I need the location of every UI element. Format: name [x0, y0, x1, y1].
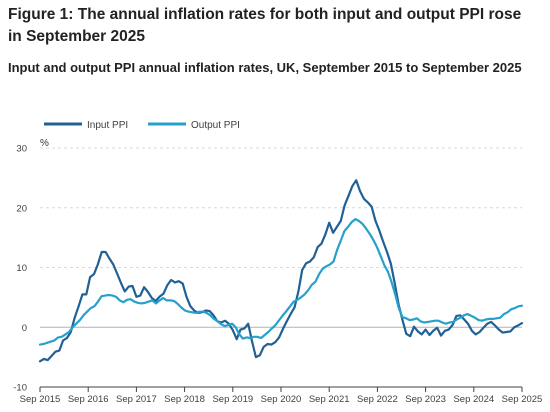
x-tick-label: Sep 2017	[116, 394, 157, 405]
y-tick-label: 0	[22, 323, 27, 334]
y-tick-label: 10	[16, 263, 27, 274]
series-line-input-ppi	[38, 179, 524, 363]
series-line-output-ppi	[38, 218, 524, 346]
x-tick-label: Sep 2025	[502, 394, 543, 405]
legend-label: Output PPI	[191, 120, 240, 131]
x-tick-label: Sep 2021	[309, 394, 350, 405]
x-tick-label: Sep 2015	[20, 394, 61, 405]
x-tick-label: Sep 2023	[405, 394, 446, 405]
y-unit-label: %	[40, 138, 49, 149]
x-tick-label: Sep 2019	[212, 394, 253, 405]
chart-title: Figure 1: The annual inflation rates for…	[8, 6, 522, 45]
x-tick-label: Sep 2024	[453, 394, 494, 405]
y-axis: 30 20 10 0 -10	[13, 144, 27, 394]
x-tick-label: Sep 2022	[357, 394, 398, 405]
x-tick-label: Sep 2020	[261, 394, 302, 405]
chart-subtitle: Input and output PPI annual inflation ra…	[8, 60, 522, 75]
plot-area	[38, 179, 524, 363]
y-tick-label: -10	[13, 383, 27, 394]
legend-label: Input PPI	[87, 120, 128, 131]
y-tick-label: 20	[16, 203, 27, 214]
x-tick-label: Sep 2018	[164, 394, 205, 405]
legend: Input PPI Output PPI	[44, 120, 240, 131]
gridlines	[40, 147, 522, 388]
y-tick-label: 30	[16, 144, 27, 155]
x-axis: Sep 2015 Sep 2016 Sep 2017 Sep 2018 Sep 2019…	[20, 386, 543, 405]
x-tick-label: Sep 2016	[68, 394, 109, 405]
